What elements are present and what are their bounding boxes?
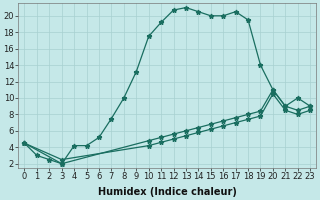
X-axis label: Humidex (Indice chaleur): Humidex (Indice chaleur) <box>98 187 237 197</box>
